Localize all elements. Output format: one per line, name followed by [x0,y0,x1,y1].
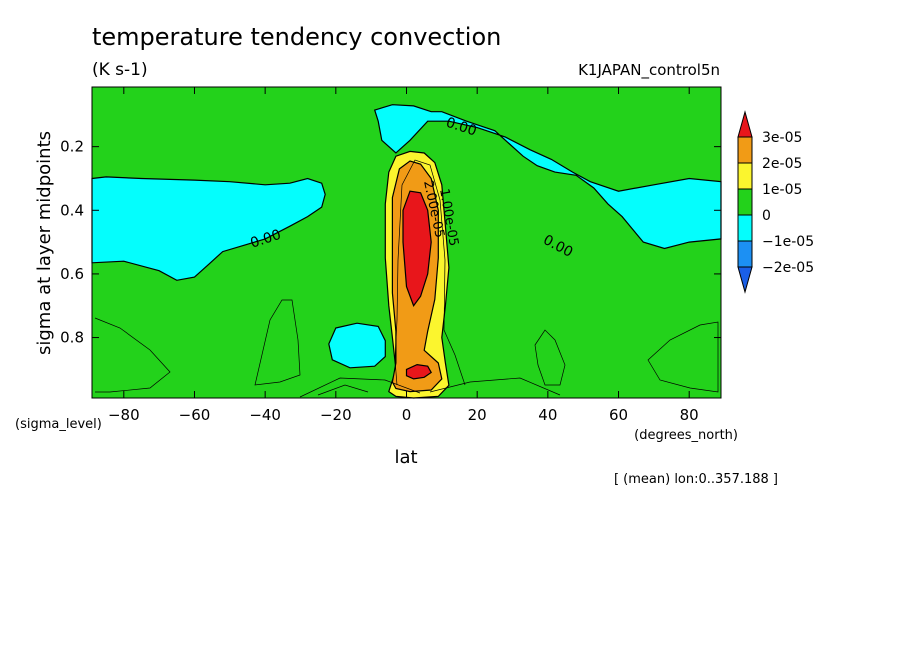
y-tick-label: 0.8 [60,329,84,347]
contour-line [254,299,301,386]
legend-label: −1e-05 [762,234,814,250]
y-axis: 0.2 0.4 0.6 0.8 [60,138,721,347]
contour-line [534,329,566,386]
contour-region [373,104,722,250]
x-axis: −80 −60 −40 −20 0 20 40 60 80 [108,87,699,424]
x-tick-label: 40 [538,406,557,424]
contour-region [402,190,432,307]
y-tick-label: 0.4 [60,201,84,219]
y-axis-units: (sigma_level) [15,417,102,432]
contour-line [317,384,369,396]
legend-swatch [737,162,753,190]
y-axis-label: sigma at layer midpoints [34,131,55,355]
legend-swatch [737,188,753,216]
x-tick-label: 20 [468,406,487,424]
contour-region [328,322,386,369]
chart-title: temperature tendency convection [92,23,501,51]
y-tick-label: 0.2 [60,138,84,156]
x-tick-label: −40 [249,406,281,424]
x-tick-label: −60 [179,406,211,424]
legend-swatch [737,240,753,268]
contour-region [91,176,326,281]
legend-label: 0 [762,208,771,224]
legend-swatch [737,136,753,164]
x-axis-units: (degrees_north) [634,428,738,443]
contour-line [299,377,421,398]
plot-area: 0.000.000.001.00e-052.00e-05 [91,86,722,399]
x-tick-label: 0 [402,406,412,424]
contour-line [94,317,171,393]
x-tick-label: −20 [320,406,352,424]
contour-line [429,377,561,396]
thin-contours [94,159,719,398]
shaded-regions [91,104,722,399]
x-tick-label: 60 [609,406,628,424]
x-axis-label: lat [394,447,417,468]
x-tick-label: 80 [680,406,699,424]
colorbar-legend: 3e-05 2e-05 1e-05 0 −1e-05 −2e-05 [737,110,814,294]
dataset-name: K1JAPAN_control5n [578,61,720,80]
x-tick-label: −80 [108,406,140,424]
legend-label: 1e-05 [762,182,802,198]
legend-label: −2e-05 [762,260,814,276]
contour-region [405,363,432,380]
legend-swatch [737,214,753,242]
legend-arrow-top [737,110,753,138]
footnote: [ (mean) lon:0..357.188 ] [614,472,778,487]
y-tick-label: 0.6 [60,265,84,283]
legend-label: 3e-05 [762,130,802,146]
chart-units: (K s-1) [92,60,148,80]
contour-line [394,159,466,386]
legend-label: 2e-05 [762,156,802,172]
legend-arrow-bottom [737,266,753,294]
contour-line [647,321,719,393]
